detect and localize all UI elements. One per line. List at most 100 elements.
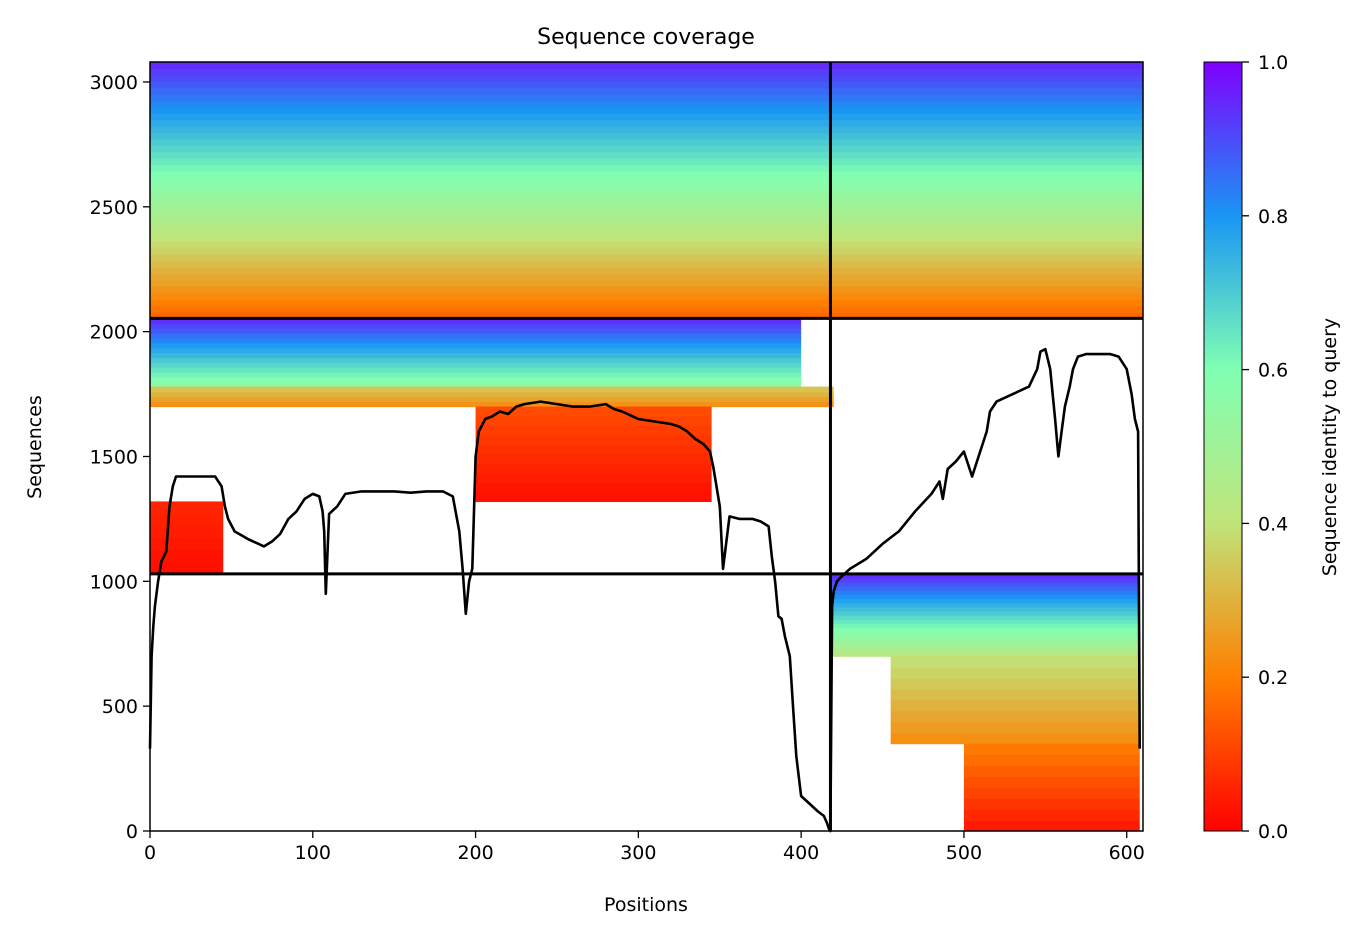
coverage-line: [148, 347, 1141, 833]
heatmap-cell: [150, 203, 831, 211]
coverage-line-group: [148, 347, 1141, 833]
heatmap-cell: [150, 342, 802, 349]
heatmap-cell: [830, 623, 1140, 628]
heatmap-cell: [150, 299, 831, 307]
x-tick-label: 0: [144, 842, 156, 864]
heatmap-cell: [830, 164, 1143, 172]
colorbar-tick-label: 0.0: [1258, 821, 1288, 843]
heatmap-cell: [150, 391, 834, 398]
heatmap-cell: [150, 381, 802, 388]
heatmap-cell: [830, 635, 1140, 641]
heatmap-cell: [963, 776, 1140, 788]
heatmap-cell: [150, 312, 831, 320]
heatmap-cell: [830, 106, 1143, 114]
heatmap-cell: [830, 177, 1143, 185]
heatmap-cell: [150, 337, 802, 344]
heatmap-cell: [830, 590, 1140, 596]
heatmap-cell: [150, 209, 831, 217]
heatmap-cell: [830, 602, 1140, 608]
heatmap-cell: [830, 235, 1143, 243]
heatmap-cell: [830, 74, 1143, 82]
heatmap-cell: [150, 401, 834, 408]
heatmap-cell: [475, 406, 712, 417]
heatmap-cell: [830, 203, 1143, 211]
chart-title: Sequence coverage: [537, 25, 755, 50]
heatmap-cell: [830, 119, 1143, 127]
heatmap-cell: [150, 138, 831, 146]
heatmap-cell: [150, 525, 224, 539]
heatmap-cell: [830, 260, 1143, 268]
heatmap-cell: [830, 643, 1140, 649]
heatmap-cell: [150, 286, 831, 294]
heatmap-cell: [475, 444, 712, 455]
heatmap-cell: [150, 347, 802, 354]
heatmap-cell: [830, 228, 1143, 236]
y-tick-label: 0: [126, 821, 138, 843]
heatmap-cell: [150, 247, 831, 255]
heatmap-cell: [150, 279, 831, 287]
heatmap-cell: [830, 577, 1140, 583]
heatmap-cell: [830, 170, 1143, 178]
y-tick-label: 500: [102, 696, 138, 718]
heatmap-blocks: [150, 62, 1143, 831]
colorbar-tick-label: 0.4: [1258, 513, 1288, 535]
heatmap-cell: [150, 145, 831, 153]
heatmap-cell: [150, 113, 831, 121]
heatmap-cell: [830, 196, 1143, 204]
heatmap-cell: [830, 627, 1140, 633]
heatmap-cell: [830, 126, 1143, 134]
heatmap-cell: [150, 328, 802, 334]
heatmap-cell: [830, 247, 1143, 255]
heatmap-cell: [830, 279, 1143, 287]
heatmap-cell: [830, 610, 1140, 616]
heatmap-cell: [830, 286, 1143, 294]
heatmap-cell: [150, 267, 831, 275]
heatmap-cell: [830, 582, 1140, 587]
heatmap-cell: [830, 241, 1143, 249]
x-tick-label: 600: [1109, 842, 1145, 864]
heatmap-cell: [150, 396, 834, 403]
heatmap-cell: [150, 357, 802, 363]
x-tick-label: 300: [620, 842, 656, 864]
y-tick-label: 1000: [90, 571, 138, 593]
heatmap-cell: [475, 472, 712, 484]
heatmap-cell: [150, 190, 831, 198]
heatmap-cell: [150, 62, 831, 70]
heatmap-cell: [963, 809, 1140, 821]
heatmap-cell: [475, 435, 712, 446]
heatmap-cell: [150, 222, 831, 230]
heatmap-cell: [150, 68, 831, 76]
heatmap-cell: [963, 787, 1140, 799]
heatmap-cell: [150, 87, 831, 95]
colorbar-tick-label: 0.8: [1258, 206, 1288, 228]
heatmap-cell: [150, 501, 224, 515]
heatmap-cell: [150, 513, 224, 527]
x-axis-label: Positions: [604, 894, 688, 916]
heatmap-cell: [150, 177, 831, 185]
heatmap-cell: [830, 573, 1140, 579]
heatmap-cell: [150, 183, 831, 191]
colorbar-label: Sequence identity to query: [1319, 318, 1341, 576]
heatmap-cell: [150, 371, 802, 378]
heatmap-cell: [830, 81, 1143, 89]
heatmap-cell: [830, 62, 1143, 70]
x-tick-label: 400: [783, 842, 819, 864]
heatmap-cell: [830, 639, 1140, 645]
heatmap-cell: [830, 190, 1143, 198]
heatmap-cell: [890, 732, 1140, 745]
y-tick-label: 2000: [90, 322, 138, 344]
heatmap-cell: [830, 299, 1143, 307]
heatmap-cell: [830, 158, 1143, 166]
heatmap-cell: [150, 215, 831, 223]
heatmap-cell: [150, 94, 831, 102]
heatmap-cell: [150, 376, 802, 383]
heatmap-cell: [150, 352, 802, 358]
heatmap-cell: [830, 598, 1140, 604]
heatmap-cell: [150, 158, 831, 166]
heatmap-cell: [890, 678, 1140, 690]
heatmap-cell: [150, 254, 831, 262]
heatmap-cell: [150, 126, 831, 134]
heatmap-cell: [150, 323, 802, 329]
heatmap-cell: [150, 273, 831, 281]
